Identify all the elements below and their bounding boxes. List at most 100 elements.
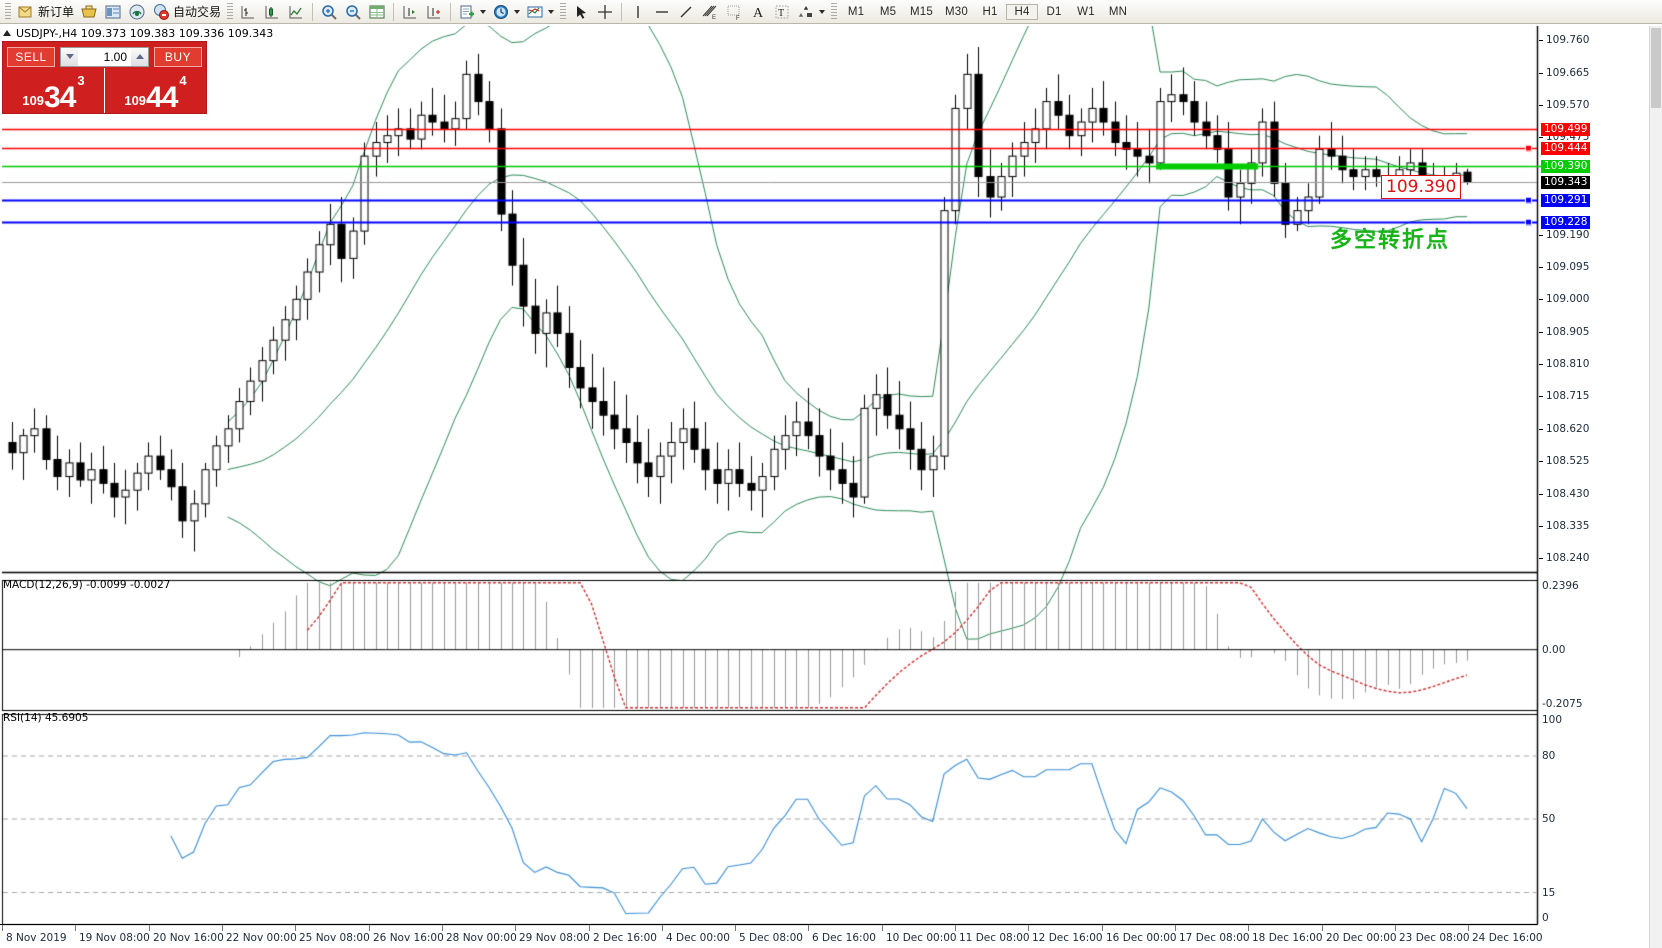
timeframe-m5[interactable]: M5 bbox=[879, 5, 897, 18]
subpanel-axis-label: 50 bbox=[1542, 813, 1556, 825]
toolbar-grip-2[interactable] bbox=[227, 2, 234, 21]
toolbar-grip-4[interactable] bbox=[831, 2, 838, 21]
price-tick bbox=[1539, 558, 1543, 559]
shift-end-button[interactable] bbox=[398, 1, 422, 23]
data-window-button[interactable] bbox=[365, 1, 389, 23]
period-button[interactable] bbox=[489, 1, 523, 23]
templates-button[interactable] bbox=[523, 1, 557, 23]
price-tick bbox=[1539, 105, 1543, 106]
price-level-tag[interactable]: 109.291 bbox=[1541, 194, 1591, 207]
time-axis-tick bbox=[295, 925, 296, 931]
time-axis-label: 24 Dec 16:00 bbox=[1472, 932, 1543, 944]
terminal-button[interactable] bbox=[101, 1, 125, 23]
trendline-icon bbox=[677, 3, 695, 21]
sell-price[interactable]: 109 34 3 bbox=[3, 68, 104, 113]
volume-value[interactable]: 1.00 bbox=[78, 47, 131, 66]
add-indicator-icon bbox=[458, 3, 476, 21]
shapes-caret-icon[interactable] bbox=[819, 9, 826, 14]
price-tick bbox=[1539, 364, 1543, 365]
auto-trading-button[interactable]: 自动交易 bbox=[149, 1, 224, 23]
price-level-tag[interactable]: 109.444 bbox=[1541, 142, 1591, 155]
add-indicator-button[interactable] bbox=[455, 1, 489, 23]
scrollbar-thumb[interactable] bbox=[1651, 28, 1661, 108]
toolbar-grip[interactable] bbox=[5, 2, 11, 21]
channel-button[interactable]: F bbox=[722, 1, 746, 23]
price-level-tag[interactable]: 109.228 bbox=[1541, 216, 1591, 229]
timeframe-m30[interactable]: M30 bbox=[945, 5, 968, 18]
time-axis-tick bbox=[955, 925, 956, 931]
price-tick-label: 108.430 bbox=[1546, 488, 1590, 500]
autotrading-icon bbox=[152, 3, 170, 21]
time-axis-tick bbox=[515, 925, 516, 931]
price-tick bbox=[1539, 332, 1543, 333]
hline-button[interactable] bbox=[650, 1, 674, 23]
auto-scroll-button[interactable] bbox=[422, 1, 446, 23]
time-axis-label: 22 Nov 00:00 bbox=[226, 932, 297, 944]
buy-price[interactable]: 109 44 4 bbox=[104, 68, 206, 113]
bar-chart-button[interactable] bbox=[236, 1, 260, 23]
text-button[interactable]: A bbox=[746, 1, 770, 23]
text-label-button[interactable]: T bbox=[770, 1, 794, 23]
period-caret-icon[interactable] bbox=[514, 9, 521, 14]
volume-stepper[interactable]: 1.00 bbox=[60, 46, 149, 67]
price-level-tag[interactable]: 109.499 bbox=[1541, 123, 1591, 136]
price-tick bbox=[1539, 396, 1543, 397]
add-indicator-caret-icon[interactable] bbox=[480, 9, 487, 14]
svg-text:E: E bbox=[712, 15, 716, 21]
vertical-scrollbar[interactable] bbox=[1649, 26, 1662, 948]
new-order-button[interactable]: 新订单 bbox=[14, 1, 77, 23]
sell-button[interactable]: SELL bbox=[7, 46, 55, 67]
trendline-button[interactable] bbox=[674, 1, 698, 23]
signal-button[interactable] bbox=[125, 1, 149, 23]
price-level-tag[interactable]: 109.390 bbox=[1541, 160, 1591, 173]
timeframe-w1[interactable]: W1 bbox=[1077, 5, 1095, 18]
time-axis-line bbox=[0, 924, 1537, 925]
time-axis-label: 5 Dec 08:00 bbox=[739, 932, 803, 944]
textlabel-icon: T bbox=[773, 3, 791, 21]
price-level-tag[interactable]: 109.343 bbox=[1541, 176, 1591, 189]
zoom-out-button[interactable] bbox=[341, 1, 365, 23]
time-axis-label: 12 Dec 16:00 bbox=[1032, 932, 1103, 944]
price-tick-label: 109.760 bbox=[1546, 34, 1590, 46]
price-tick-label: 109.475 bbox=[1546, 131, 1590, 143]
timeframe-h4[interactable]: H4 bbox=[1006, 3, 1038, 20]
timeframe-h1[interactable]: H1 bbox=[982, 5, 998, 18]
timeframe-d1[interactable]: D1 bbox=[1046, 5, 1062, 18]
vline-button[interactable] bbox=[626, 1, 650, 23]
cursor-button[interactable] bbox=[569, 1, 593, 23]
timeframe-m15[interactable]: M15 bbox=[910, 5, 934, 18]
time-axis-label: 20 Dec 00:00 bbox=[1326, 932, 1397, 944]
price-tick-label: 109.095 bbox=[1546, 261, 1590, 273]
candlestick-button[interactable] bbox=[260, 1, 284, 23]
time-axis-label: 18 Dec 16:00 bbox=[1252, 932, 1323, 944]
briefcase-icon bbox=[80, 3, 98, 21]
sell-price-fraction: 3 bbox=[77, 73, 85, 88]
time-axis-tick bbox=[1322, 925, 1323, 931]
volume-increase-button[interactable] bbox=[131, 47, 148, 66]
zoom-in-button[interactable] bbox=[317, 1, 341, 23]
briefcase-button[interactable] bbox=[77, 1, 101, 23]
price-tick bbox=[1539, 461, 1543, 462]
toolbar-grip-3[interactable] bbox=[560, 2, 567, 21]
price-tick-label: 108.335 bbox=[1546, 520, 1590, 532]
time-axis-label: 26 Nov 16:00 bbox=[373, 932, 444, 944]
volume-decrease-button[interactable] bbox=[61, 47, 78, 66]
chart-collapse-icon[interactable] bbox=[3, 30, 11, 36]
rsi-panel-title: RSI(14) 45.6905 bbox=[3, 712, 89, 724]
templates-caret-icon[interactable] bbox=[548, 9, 555, 14]
shapes-button[interactable] bbox=[794, 1, 828, 23]
fibo-button[interactable]: E bbox=[698, 1, 722, 23]
crosshair-button[interactable] bbox=[593, 1, 617, 23]
chart-canvas[interactable] bbox=[0, 26, 1662, 948]
buy-button[interactable]: BUY bbox=[154, 46, 202, 67]
timeframe-mn[interactable]: MN bbox=[1108, 5, 1128, 18]
line-chart-button[interactable] bbox=[284, 1, 308, 23]
zoom-out-icon bbox=[344, 3, 362, 21]
timeframe-m1[interactable]: M1 bbox=[847, 5, 865, 18]
text-icon: A bbox=[749, 3, 767, 21]
time-axis-tick bbox=[589, 925, 590, 931]
macd-panel-title: MACD(12,26,9) -0.0099 -0.0027 bbox=[3, 579, 171, 591]
new-order-icon bbox=[17, 3, 35, 21]
price-tick bbox=[1539, 267, 1543, 268]
